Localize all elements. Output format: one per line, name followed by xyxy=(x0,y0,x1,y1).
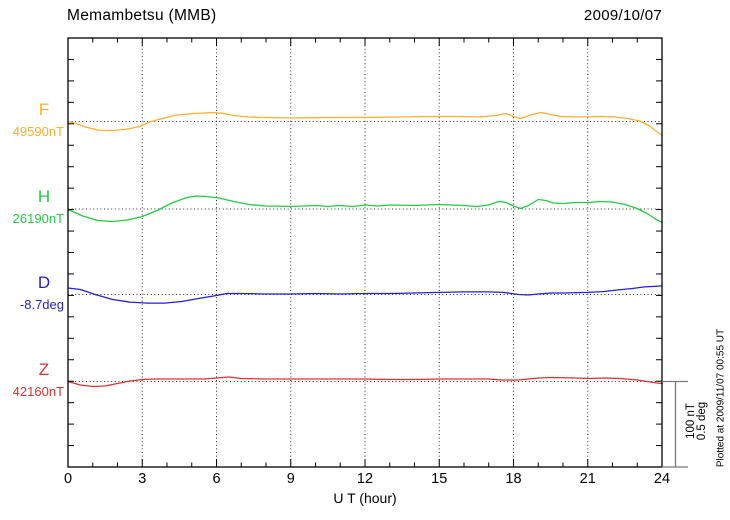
series-baseline-value-Z: 42160nT xyxy=(12,383,64,399)
x-tick-label-12: 12 xyxy=(356,471,374,487)
trace-D xyxy=(67,285,663,304)
x-tick-label-0: 0 xyxy=(63,471,73,487)
series-baseline-value-D: -8.7deg xyxy=(19,296,64,312)
trace-H xyxy=(67,195,663,224)
series-name-F: F xyxy=(38,99,50,119)
series-baseline-value-F: 49590nT xyxy=(12,123,64,139)
plot-date: 2009/10/07 xyxy=(583,7,662,24)
x-tick-label-9: 9 xyxy=(286,471,295,487)
trace-F xyxy=(67,111,663,136)
x-axis-label: U T (hour) xyxy=(333,490,397,506)
series-baseline-value-H: 26190nT xyxy=(12,211,64,226)
scale-bar-label-deg: 0.5 deg xyxy=(696,401,708,441)
x-tick-label-3: 3 xyxy=(138,471,147,487)
trace-Z xyxy=(67,376,663,388)
x-tick-label-24: 24 xyxy=(653,471,671,487)
station-title: Memambetsu (MMB) xyxy=(67,7,217,24)
x-tick-label-21: 21 xyxy=(579,471,596,487)
x-tick-label-15: 15 xyxy=(431,471,448,487)
series-name-D: D xyxy=(37,272,51,292)
x-tick-label-18: 18 xyxy=(505,471,522,487)
plotted-at-note: Plotted at 2009/11/07 00:55 UT xyxy=(715,328,727,468)
x-tick-label-6: 6 xyxy=(212,471,221,487)
series-name-H: H xyxy=(37,187,51,206)
series-name-Z: Z xyxy=(38,359,50,379)
plot-frame xyxy=(67,37,663,468)
